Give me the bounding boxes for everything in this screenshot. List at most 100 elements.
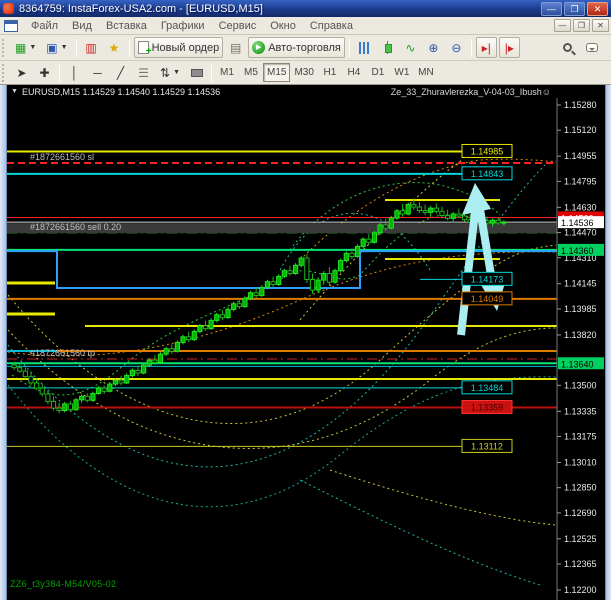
- candlestick-chart-button[interactable]: [377, 37, 398, 58]
- svg-text:1.13335: 1.13335: [564, 406, 597, 416]
- timeframe-mn[interactable]: MN: [418, 67, 434, 78]
- up-arrow-head-icon: [462, 183, 491, 215]
- timeframe-m15[interactable]: M15: [263, 63, 291, 82]
- candle-body: [338, 260, 344, 272]
- candle-body: [383, 224, 389, 229]
- step-back-button[interactable]: |▸: [498, 37, 520, 58]
- menu-window[interactable]: Окно: [270, 19, 296, 32]
- order-band: [7, 223, 557, 234]
- horizontal-line-tool-button[interactable]: ─: [87, 62, 108, 83]
- step-forward-button[interactable]: ▸|: [475, 37, 497, 58]
- text-label-tool-button[interactable]: [186, 62, 207, 83]
- candle-body: [163, 348, 169, 355]
- candle-body: [399, 210, 406, 215]
- search-button[interactable]: [558, 37, 579, 58]
- close-button[interactable]: ✕: [587, 1, 608, 16]
- candle-body: [332, 270, 338, 283]
- maximize-button[interactable]: ❐: [564, 1, 585, 16]
- new-chart-button[interactable]: ▦ ▼: [11, 37, 40, 58]
- svg-text:1.14795: 1.14795: [564, 176, 597, 186]
- favorites-button[interactable]: ★: [104, 37, 125, 58]
- timeframe-w1[interactable]: W1: [394, 67, 410, 78]
- chat-button[interactable]: [581, 37, 602, 58]
- candle-body: [360, 238, 366, 247]
- cursor-tool-button[interactable]: ➤: [11, 62, 32, 83]
- level-label-box: [461, 400, 513, 415]
- line-chart-button[interactable]: ∿: [400, 37, 421, 58]
- trendline-tool-button[interactable]: ╱: [110, 62, 131, 83]
- timeframe-d1[interactable]: D1: [371, 67, 385, 78]
- candle-body: [180, 336, 186, 343]
- mdi-restore-button[interactable]: ❐: [573, 19, 590, 32]
- timeframe-m30[interactable]: M30: [294, 67, 314, 78]
- indicator-curve: [279, 212, 431, 271]
- indicator-name: Ze_33_Zhuravlerezka_V-04-03_Ibush☺: [390, 86, 551, 97]
- candle-body: [495, 219, 501, 224]
- star-icon: ★: [108, 40, 120, 55]
- market-watch-button[interactable]: ▥: [81, 37, 102, 58]
- zoom-in-button[interactable]: ⊕: [423, 37, 444, 58]
- menu-file[interactable]: Файл: [31, 19, 59, 32]
- toolbar-grip[interactable]: [2, 63, 7, 82]
- timeframe-h1[interactable]: H1: [323, 67, 337, 78]
- timeframe-m5[interactable]: M5: [244, 67, 258, 78]
- candle-body: [34, 382, 40, 389]
- profiles-icon: ▣: [46, 40, 58, 55]
- mdi-close-button[interactable]: ✕: [592, 19, 609, 32]
- candle-body: [225, 308, 231, 319]
- bar-chart-button[interactable]: [354, 37, 375, 58]
- chart-canvas[interactable]: #1872661560 sl #1872661560 sell 0.20 #1872…: [0, 85, 611, 600]
- chart-window[interactable]: ▼ EURUSD,M15 1.14529 1.14540 1.14529 1.1…: [0, 85, 611, 600]
- candle-body: [309, 278, 316, 291]
- timeframe-h4[interactable]: H4: [347, 67, 361, 78]
- candle-body: [11, 364, 17, 369]
- candle-body: [191, 330, 197, 341]
- candle-body: [56, 407, 62, 412]
- menu-insert[interactable]: Вставка: [105, 19, 147, 32]
- crosshair-tool-button[interactable]: ✚: [34, 62, 55, 83]
- new-chart-icon: ▦: [15, 40, 27, 55]
- toolbar-grip[interactable]: [2, 38, 7, 57]
- chevron-down-icon: ▼: [60, 44, 68, 51]
- axis-price-box: [558, 243, 604, 256]
- candle-body: [366, 238, 372, 243]
- candle-body: [377, 224, 383, 234]
- vertical-line-tool-button[interactable]: │: [64, 62, 85, 83]
- candle-body: [39, 387, 45, 395]
- candle-body: [197, 325, 203, 332]
- svg-text:1.14955: 1.14955: [564, 151, 597, 161]
- menu-charts[interactable]: Графики: [160, 19, 205, 32]
- svg-text:1.13359: 1.13359: [471, 403, 504, 413]
- vertical-line-icon: │: [70, 65, 79, 80]
- fibonacci-icon: ☰: [138, 65, 149, 80]
- new-order-button[interactable]: Новый ордер: [133, 37, 224, 58]
- up-arrow: [457, 202, 480, 336]
- menu-service[interactable]: Сервис: [218, 19, 257, 32]
- svg-text:1.14310: 1.14310: [564, 253, 597, 263]
- menu-help[interactable]: Справка: [309, 19, 353, 32]
- minimize-button[interactable]: —: [541, 1, 562, 16]
- svg-text:1.12690: 1.12690: [564, 508, 597, 518]
- strategy-tester-button[interactable]: ▤: [225, 37, 246, 58]
- menu-view[interactable]: Вид: [72, 19, 92, 32]
- shapes-tool-button[interactable]: ⇅ ▼: [156, 62, 184, 83]
- zoom-out-icon: ⊖: [451, 40, 462, 55]
- candle-body: [326, 273, 332, 283]
- zoom-in-icon: ⊕: [428, 40, 439, 55]
- svg-text:1.12200: 1.12200: [564, 585, 597, 595]
- auto-trading-button[interactable]: ▶ Авто-торговля: [248, 37, 345, 58]
- timeframe-m1[interactable]: M1: [220, 67, 234, 78]
- mdi-minimize-button[interactable]: —: [554, 19, 571, 32]
- candle-body: [416, 206, 423, 212]
- svg-text:1.14049: 1.14049: [471, 294, 504, 304]
- svg-text:#1872661560 tp: #1872661560 tp: [30, 348, 95, 358]
- candle-body: [140, 364, 147, 374]
- profiles-button[interactable]: ▣ ▼: [42, 37, 71, 58]
- candle-body: [422, 210, 428, 213]
- candle-body: [214, 314, 220, 321]
- fibonacci-tool-button[interactable]: ☰: [133, 62, 154, 83]
- candle-body: [433, 207, 439, 212]
- chart-dropdown-icon[interactable]: ▼: [11, 88, 18, 95]
- zoom-out-button[interactable]: ⊖: [446, 37, 467, 58]
- indicator-curve: [7, 327, 557, 449]
